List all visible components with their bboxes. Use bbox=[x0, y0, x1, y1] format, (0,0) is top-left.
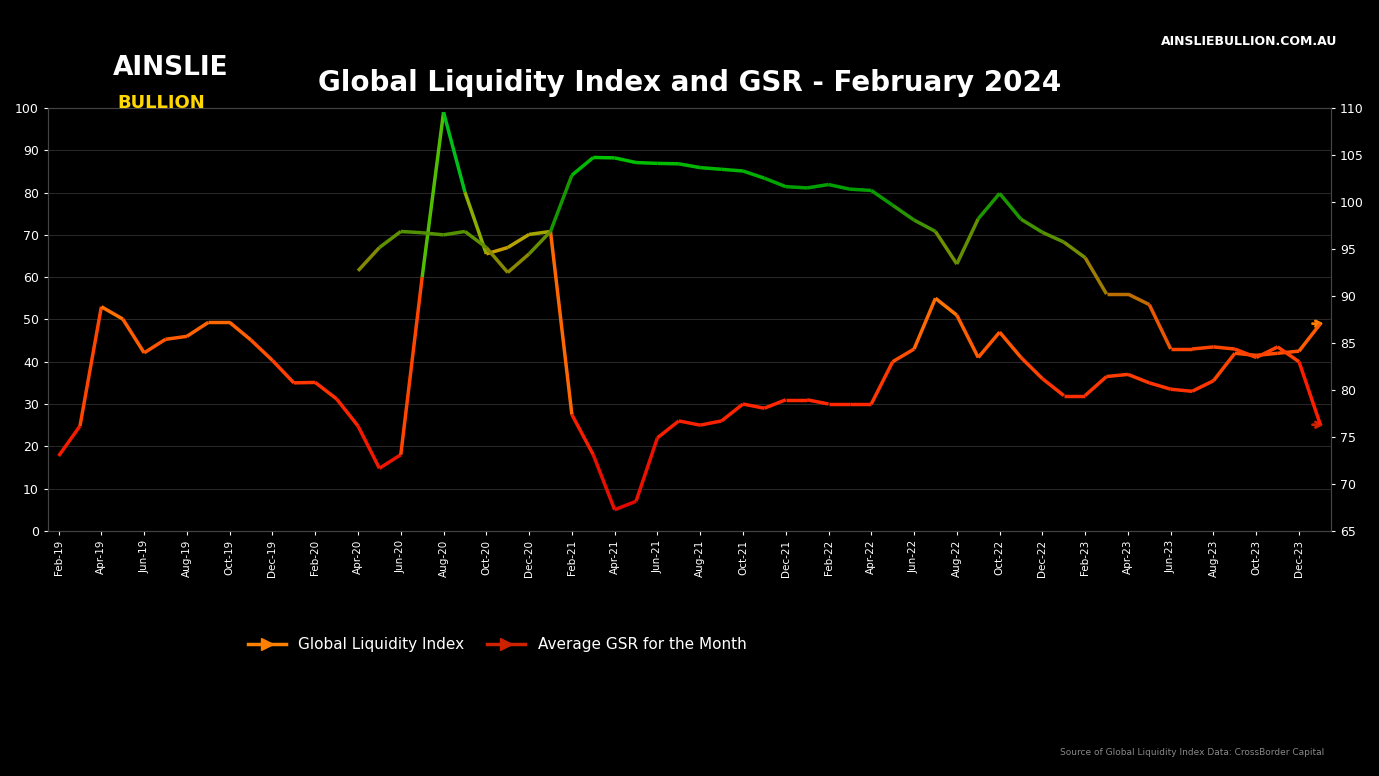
Text: Source of Global Liquidity Index Data: CrossBorder Capital: Source of Global Liquidity Index Data: C… bbox=[1059, 747, 1324, 757]
Text: AINSLIEBULLION.COM.AU: AINSLIEBULLION.COM.AU bbox=[1161, 35, 1338, 48]
Text: AINSLIE: AINSLIE bbox=[113, 55, 229, 81]
Title: Global Liquidity Index and GSR - February 2024: Global Liquidity Index and GSR - Februar… bbox=[319, 69, 1060, 97]
Text: BULLION: BULLION bbox=[117, 94, 205, 112]
Legend: Global Liquidity Index, Average GSR for the Month: Global Liquidity Index, Average GSR for … bbox=[241, 632, 753, 659]
